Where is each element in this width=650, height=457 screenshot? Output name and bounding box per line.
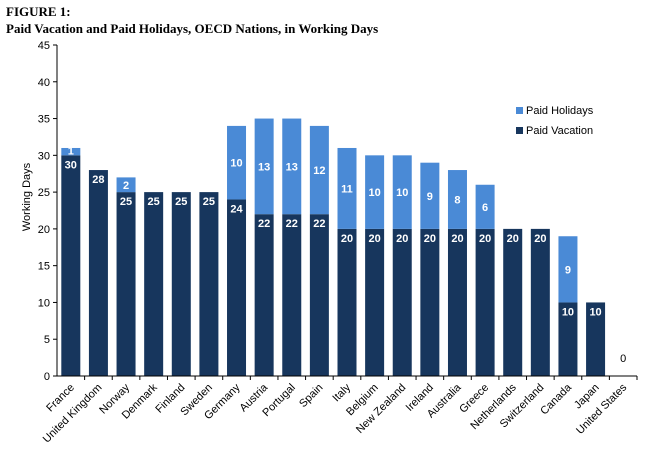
bar-paid-vacation bbox=[309, 214, 329, 376]
data-label-paid-holidays: 12 bbox=[313, 165, 325, 177]
bar-paid-vacation bbox=[144, 192, 164, 376]
bar-paid-holidays bbox=[282, 118, 302, 215]
data-label-paid-vacation: 25 bbox=[175, 196, 187, 208]
bar-paid-vacation bbox=[365, 228, 385, 376]
x-category-label: New Zealand bbox=[354, 382, 408, 436]
y-tick-label: 0 bbox=[44, 371, 50, 383]
bar-paid-vacation bbox=[420, 228, 440, 376]
y-tick-label: 35 bbox=[38, 114, 50, 126]
bar-paid-vacation bbox=[254, 214, 274, 376]
data-label-paid-vacation: 28 bbox=[92, 174, 104, 186]
bar-paid-vacation bbox=[227, 199, 247, 376]
bar-paid-holidays bbox=[309, 125, 329, 215]
data-label-paid-vacation: 22 bbox=[286, 218, 298, 230]
data-labels: 301 28 25 2 25 25 25 24 10 22 13 22 13 22 12 20 11 20 10 20… bbox=[65, 146, 627, 365]
bar-paid-vacation bbox=[171, 192, 191, 376]
bar-paid-holidays bbox=[227, 125, 247, 200]
y-axis: 0 5 10 15 20 25 30 35 40 45 bbox=[38, 40, 58, 383]
bar-paid-vacation bbox=[392, 228, 412, 376]
bar-paid-holidays bbox=[254, 118, 274, 215]
x-category-label: Spain bbox=[297, 382, 325, 410]
data-label-paid-holidays: 8 bbox=[454, 194, 460, 206]
legend-swatch-paid-vacation bbox=[516, 127, 523, 134]
bar-paid-vacation bbox=[282, 214, 302, 376]
data-label-paid-vacation: 20 bbox=[479, 233, 491, 245]
data-label-paid-holidays: 1 bbox=[68, 146, 74, 158]
bar-paid-holidays bbox=[447, 170, 467, 229]
data-label-paid-vacation: 0 bbox=[620, 353, 626, 365]
data-label-paid-vacation: 10 bbox=[589, 306, 601, 318]
data-label-paid-vacation: 25 bbox=[148, 196, 160, 208]
bar-paid-holidays bbox=[392, 155, 412, 229]
bar-paid-vacation bbox=[199, 192, 219, 376]
data-label-paid-vacation: 20 bbox=[534, 233, 546, 245]
data-label-paid-vacation: 20 bbox=[451, 233, 463, 245]
y-tick-label: 20 bbox=[38, 224, 50, 236]
bar-paid-holidays bbox=[558, 236, 578, 303]
data-label-paid-holidays: 11 bbox=[341, 183, 353, 195]
legend: Paid Holidays Paid Vacation bbox=[516, 105, 594, 137]
y-tick-label: 15 bbox=[38, 261, 50, 273]
data-label-paid-holidays: 2 bbox=[123, 180, 129, 192]
data-label-paid-holidays: 9 bbox=[565, 264, 571, 276]
bar-paid-holidays bbox=[365, 155, 385, 229]
data-label-paid-vacation: 20 bbox=[368, 233, 380, 245]
data-label-paid-holidays: 10 bbox=[230, 158, 242, 170]
bar-paid-vacation bbox=[447, 228, 467, 376]
data-label-paid-vacation: 22 bbox=[313, 218, 325, 230]
data-label-paid-vacation: 22 bbox=[258, 218, 270, 230]
bar-paid-vacation bbox=[61, 155, 81, 376]
bar-paid-holidays bbox=[61, 147, 81, 156]
bars bbox=[61, 118, 606, 376]
data-label-paid-vacation: 20 bbox=[507, 233, 519, 245]
bar-paid-vacation bbox=[503, 228, 523, 376]
bar-paid-holidays bbox=[337, 147, 357, 229]
bar-paid-vacation bbox=[586, 302, 606, 376]
bar-paid-vacation bbox=[558, 302, 578, 376]
data-label-paid-vacation: 24 bbox=[230, 203, 243, 215]
bar-paid-holidays bbox=[420, 162, 440, 229]
bar-paid-holidays bbox=[475, 184, 495, 229]
data-label-paid-holidays: 13 bbox=[286, 161, 298, 173]
chart-title: Paid Vacation and Paid Holidays, OECD Na… bbox=[6, 21, 379, 36]
y-tick-label: 10 bbox=[38, 297, 50, 309]
data-label-paid-vacation: 10 bbox=[562, 306, 574, 318]
data-label-paid-holidays: 6 bbox=[482, 202, 488, 214]
data-label-paid-vacation: 20 bbox=[341, 233, 353, 245]
data-label-paid-vacation: 20 bbox=[396, 233, 408, 245]
data-label-paid-holidays: 13 bbox=[258, 161, 270, 173]
bar-paid-vacation bbox=[530, 228, 550, 376]
bar-paid-vacation bbox=[337, 228, 357, 376]
y-tick-label: 45 bbox=[38, 40, 50, 52]
y-tick-label: 40 bbox=[38, 77, 50, 89]
x-category-label: Italy bbox=[330, 381, 353, 404]
data-label-paid-vacation: 20 bbox=[424, 233, 436, 245]
bar-paid-vacation bbox=[88, 170, 108, 376]
x-category-label: Canada bbox=[538, 381, 574, 417]
y-tick-label: 30 bbox=[38, 150, 50, 162]
bar-paid-vacation bbox=[475, 228, 495, 376]
data-label-paid-vacation: 25 bbox=[203, 196, 215, 208]
legend-label-paid-vacation: Paid Vacation bbox=[526, 125, 593, 137]
y-tick-label: 25 bbox=[38, 187, 50, 199]
data-label-paid-vacation: 30 bbox=[65, 159, 77, 171]
y-axis-title: Working Days bbox=[21, 162, 33, 231]
bar-paid-vacation bbox=[116, 192, 136, 376]
y-tick-label: 5 bbox=[44, 334, 50, 346]
figure-label: FIGURE 1: bbox=[6, 4, 71, 19]
data-label-paid-vacation: 25 bbox=[120, 196, 132, 208]
legend-swatch-paid-holidays bbox=[516, 107, 523, 114]
data-label-paid-holidays: 10 bbox=[396, 187, 408, 199]
legend-label-paid-holidays: Paid Holidays bbox=[526, 105, 594, 117]
data-label-paid-holidays: 10 bbox=[368, 187, 380, 199]
data-label-paid-holidays: 9 bbox=[427, 191, 433, 203]
bar-paid-holidays bbox=[116, 177, 136, 193]
